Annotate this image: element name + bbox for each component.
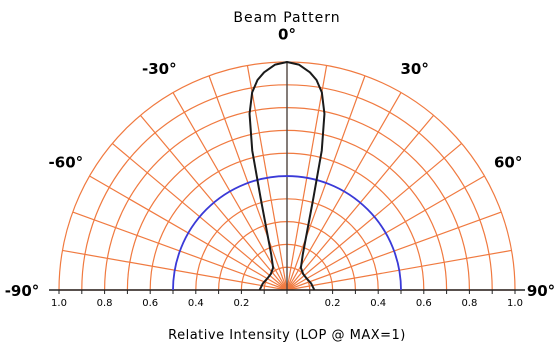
angle-label: 90° — [527, 282, 555, 300]
series-layer — [248, 61, 326, 291]
radial-tick-label: 0.8 — [461, 298, 477, 309]
radial-tick-label: 0.4 — [188, 298, 204, 309]
angle-label: -30° — [142, 60, 177, 78]
radial-tick-label: 0.6 — [416, 298, 432, 309]
angle-label: -60° — [49, 153, 84, 171]
beam-pattern-line — [248, 61, 326, 291]
angle-label: -90° — [5, 282, 40, 300]
reference-circle-layer — [172, 175, 402, 291]
angle-label: 30° — [400, 60, 428, 78]
chart-title: Beam Pattern — [233, 10, 340, 26]
angle-label: 60° — [494, 153, 522, 171]
label-layer: -90° -60° -30° 0° 30° 60° 90° 1.0 0.8 0.6 0.4 0.2 0.… — [5, 26, 555, 309]
radial-tick-label: 0.8 — [97, 298, 113, 309]
radial-tick-label: 1.0 — [51, 298, 67, 309]
angle-label: 0° — [278, 26, 296, 44]
radial-tick-label: 0.2 — [233, 298, 249, 309]
radial-tick-label: 0.4 — [370, 298, 386, 309]
reference-circle — [172, 175, 402, 291]
x-axis-label: Relative Intensity (LOP @ MAX=1) — [168, 328, 406, 343]
radial-tick-label: 1.0 — [507, 298, 523, 309]
radial-tick-label: 0.6 — [142, 298, 158, 309]
polar-grid — [49, 61, 525, 294]
radial-tick-label: 0.2 — [325, 298, 341, 309]
